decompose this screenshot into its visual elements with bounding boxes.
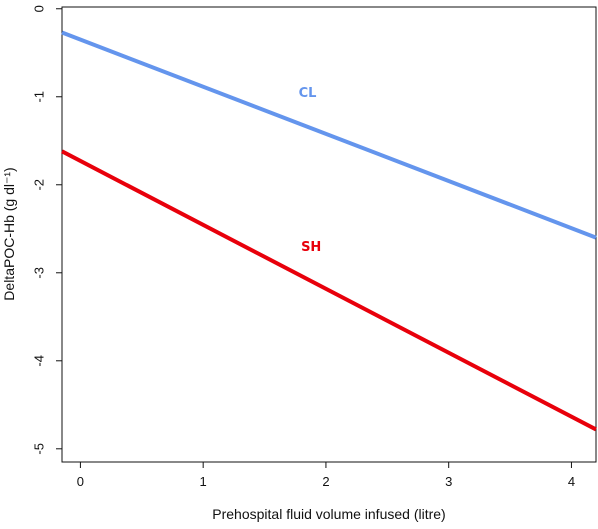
y-axis-title: DeltaPOC-Hb (g dl⁻¹) xyxy=(1,167,17,300)
x-axis-title: Prehospital fluid volume infused (litre) xyxy=(212,506,445,522)
y-tick-label: -4 xyxy=(32,355,47,367)
y-tick-label: 0 xyxy=(32,5,47,12)
x-tick-label: 2 xyxy=(322,474,329,489)
plot-lines xyxy=(61,30,597,432)
x-tick-label: 1 xyxy=(200,474,207,489)
x-tick-label: 0 xyxy=(77,474,84,489)
x-axis: 0 1 2 3 4 xyxy=(77,462,575,489)
y-tick-label: -3 xyxy=(32,267,47,279)
y-tick-label: -2 xyxy=(32,179,47,191)
y-tick-label: -5 xyxy=(32,443,47,455)
series-label-cl: CL xyxy=(299,86,317,101)
series-labels: CL SH xyxy=(299,86,322,255)
y-tick-label: -1 xyxy=(32,91,47,103)
y-axis: 0 -1 -2 -3 -4 -5 xyxy=(32,5,62,455)
x-tick-label: 4 xyxy=(568,474,575,489)
series-line-cl xyxy=(61,30,597,240)
x-tick-label: 3 xyxy=(445,474,452,489)
plot-frame xyxy=(61,6,597,463)
series-label-sh: SH xyxy=(301,240,321,255)
series-line-sh xyxy=(61,149,597,432)
